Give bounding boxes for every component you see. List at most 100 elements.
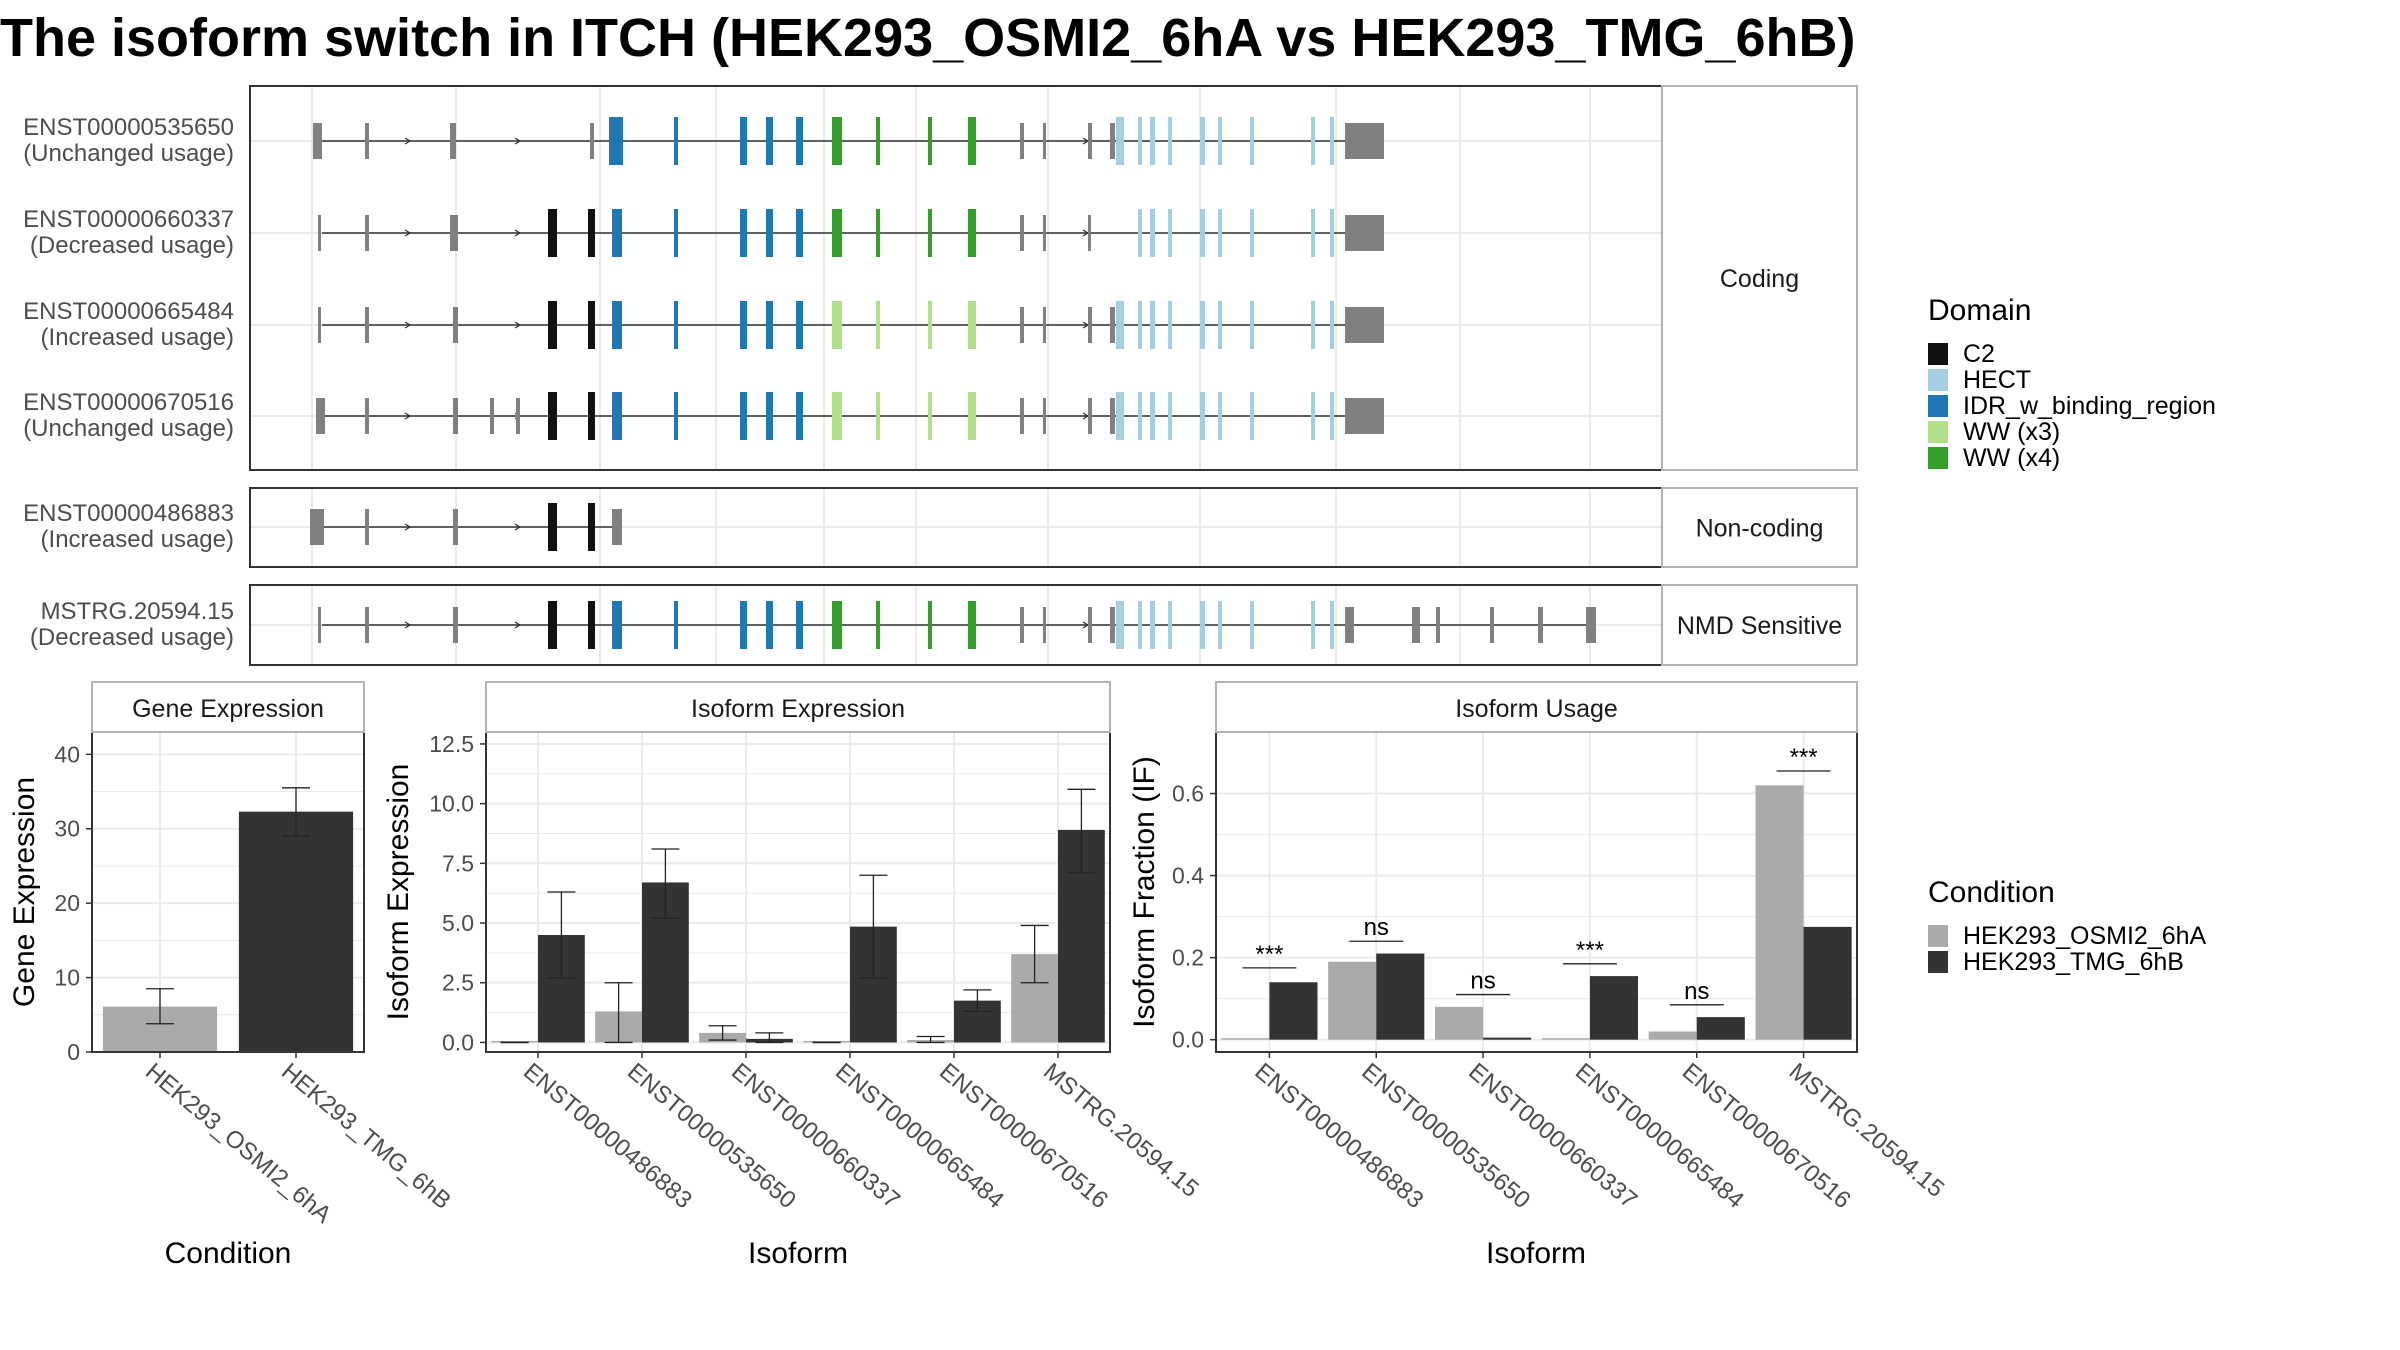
domain-block <box>832 209 842 257</box>
domain-block <box>740 301 747 349</box>
exon-block <box>1345 123 1350 159</box>
domain-block <box>1150 601 1155 649</box>
bar-chart-panel: 0.0 2.5 5.0 7.5 10.0 12.5 Isoform Expression EN… <box>382 681 1204 1270</box>
domain-block <box>1138 301 1142 349</box>
transcript-id-label: ENST00000670516 <box>23 389 234 416</box>
exon-block <box>453 398 458 434</box>
condition-legend-title: Condition <box>1928 876 2055 909</box>
exon-block <box>316 398 325 434</box>
bar <box>1483 1037 1532 1040</box>
transcript-id-label: ENST00000665484 <box>23 298 234 325</box>
exon-block <box>490 398 494 434</box>
domain-block <box>588 601 595 649</box>
y-tick-label: 10.0 <box>429 791 474 817</box>
exon-block <box>1043 398 1046 434</box>
transcript-usage-label: (Unchanged usage) <box>23 415 234 442</box>
domain-block <box>1218 392 1222 440</box>
exon-block <box>1110 123 1115 159</box>
strand-arrow <box>514 137 522 145</box>
strand-arrow <box>514 523 522 531</box>
domain-block <box>740 117 747 165</box>
facet-strip <box>1661 85 1858 471</box>
domain-block <box>1150 117 1155 165</box>
transcript-track: ENST00000660337(Decreased usage) <box>23 206 1384 259</box>
exon-block <box>1348 398 1384 434</box>
domain-block <box>740 209 747 257</box>
domain-block <box>968 392 976 440</box>
y-tick-label: 30 <box>54 816 80 842</box>
domain-block <box>1138 601 1142 649</box>
domain-block <box>928 392 932 440</box>
domain-legend-title: Domain <box>1928 294 2031 327</box>
transcript-id-label: ENST00000486883 <box>23 500 234 527</box>
exon-block <box>1110 398 1115 434</box>
exon-block <box>453 607 458 643</box>
domain-block <box>876 209 880 257</box>
domain-block <box>612 392 622 440</box>
significance-label: *** <box>1790 744 1818 771</box>
panel-title-strip <box>91 681 365 733</box>
domain-block <box>766 392 773 440</box>
domain-block <box>968 601 976 649</box>
exon-block <box>590 123 594 159</box>
domain-block <box>674 392 678 440</box>
domain-block <box>1311 209 1315 257</box>
domain-block <box>1168 392 1172 440</box>
condition-legend-swatch <box>1928 925 1948 947</box>
strand-arrow <box>404 137 412 145</box>
strand-arrow <box>514 321 522 329</box>
transcript-id-label: ENST00000660337 <box>23 206 234 233</box>
bar <box>238 811 354 1052</box>
domain-block <box>588 392 595 440</box>
domain-block <box>1116 392 1124 440</box>
domain-block <box>1330 209 1334 257</box>
domain-block <box>1168 301 1172 349</box>
exon-block <box>365 509 369 545</box>
transcript-track: ENST00000535650(Unchanged usage) <box>23 114 1384 167</box>
exon-block <box>318 307 321 343</box>
transcript-usage-label: (Unchanged usage) <box>23 140 234 167</box>
y-axis-label: Isoform Expression <box>382 764 415 1021</box>
domain-block <box>548 301 557 349</box>
domain-block <box>612 601 622 649</box>
domain-block <box>1168 601 1172 649</box>
x-tick-label: ENST00000665484 <box>830 1058 1009 1214</box>
transcript-usage-label: (Decreased usage) <box>30 624 234 651</box>
facet-strip-label: Coding <box>1720 265 1799 293</box>
domain-block <box>766 301 773 349</box>
domain-block <box>928 301 932 349</box>
domain-block <box>1250 209 1254 257</box>
panel-title: Gene Expression <box>132 695 324 723</box>
exon-block <box>450 215 458 251</box>
bar <box>1696 1017 1745 1040</box>
facet-strip <box>1661 584 1858 666</box>
exon-block <box>365 607 369 643</box>
significance-label: *** <box>1255 941 1283 968</box>
domain-block <box>1218 301 1222 349</box>
exon-block <box>1586 607 1596 643</box>
domain-block <box>1330 392 1334 440</box>
domain-block <box>1200 601 1205 649</box>
strand-arrow <box>404 412 412 420</box>
domain-block <box>674 209 678 257</box>
transcript-usage-label: (Decreased usage) <box>30 232 234 259</box>
domain-block <box>832 301 842 349</box>
transcript-usage-label: (Increased usage) <box>41 324 234 351</box>
significance-label: ns <box>1364 914 1389 941</box>
significance-label: *** <box>1576 937 1604 964</box>
bar <box>1755 785 1804 1040</box>
bar <box>1269 982 1318 1040</box>
domain-block <box>1138 209 1142 257</box>
domain-block <box>1168 209 1172 257</box>
exon-block <box>318 215 321 251</box>
transcript-track: ENST00000486883(Increased usage) <box>23 500 622 553</box>
domain-block <box>1200 117 1205 165</box>
domain-block <box>1116 601 1124 649</box>
domain-block <box>968 117 976 165</box>
exon-block <box>1043 307 1046 343</box>
domain-block <box>588 209 595 257</box>
domain-block <box>928 601 932 649</box>
y-tick-label: 5.0 <box>442 910 474 936</box>
y-tick-label: 0.4 <box>1172 863 1204 889</box>
domain-block <box>674 117 678 165</box>
